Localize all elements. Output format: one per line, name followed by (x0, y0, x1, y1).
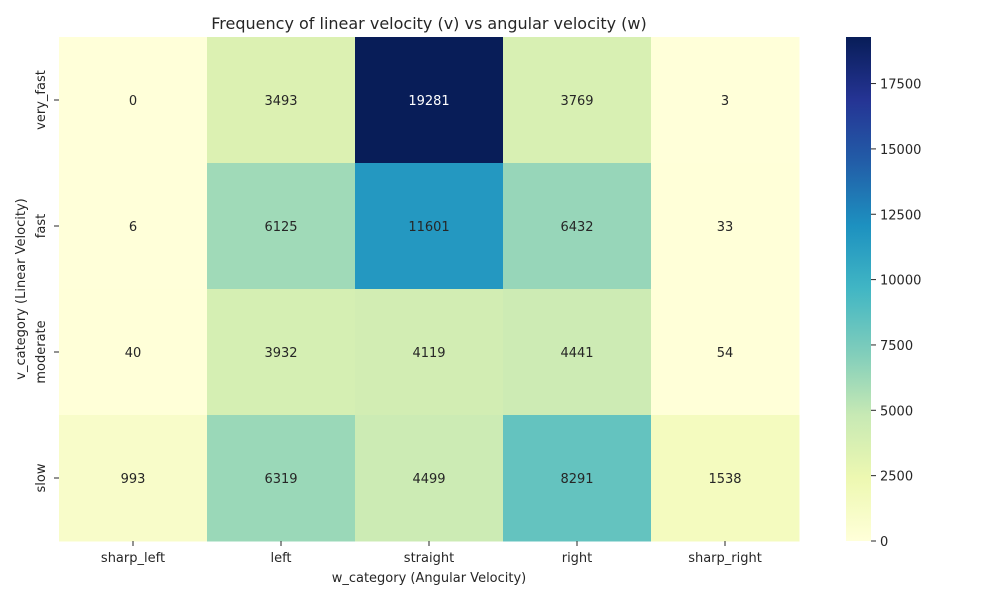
cell-value-label: 4499 (412, 472, 445, 487)
cell-value-label: 1538 (708, 472, 741, 487)
cell-value-label: 33 (717, 220, 734, 235)
cell-value-label: 40 (125, 346, 142, 361)
cell-value-label: 54 (717, 346, 734, 361)
cell-value-label: 3932 (264, 346, 297, 361)
heatmap-cell (355, 289, 504, 416)
cell-value-label: 3 (721, 94, 729, 109)
heatmap-cell (503, 163, 652, 290)
colorbar-tick-label: 17500 (880, 78, 921, 93)
colorbar-tick-label: 0 (880, 535, 888, 550)
x-axis-label: w_category (Angular Velocity) (332, 571, 527, 586)
colorbar-tick-label: 2500 (880, 470, 913, 485)
heatmap-cell (207, 163, 356, 290)
heatmap-cell-labels: 0 3493 19281 3769 3 6 6125 11601 6432 33 40 3932 411… (121, 94, 742, 487)
colorbar-tick-label: 7500 (880, 339, 913, 354)
heatmap-cell (59, 415, 208, 542)
colorbar-tick-label: 5000 (880, 404, 913, 419)
x-tick-label: left (270, 551, 291, 566)
y-axis-label: v_category (Linear Velocity) (14, 198, 29, 379)
x-tick-label: sharp_right (688, 551, 762, 566)
heatmap-cell (355, 37, 504, 164)
heatmap-cell (651, 37, 800, 164)
cell-value-label: 4441 (560, 346, 593, 361)
cell-value-label: 0 (129, 94, 137, 109)
y-tick-label: very_fast (34, 70, 49, 130)
heatmap-cell (355, 415, 504, 542)
colorbar-tick-label: 15000 (880, 143, 921, 158)
heatmap-cell (59, 37, 208, 164)
cell-value-label: 4119 (412, 346, 445, 361)
cell-value-label: 6125 (264, 220, 297, 235)
colorbar-ticks: 0 2500 5000 7500 10000 12500 15000 17500 (871, 78, 921, 550)
heatmap-cell (207, 415, 356, 542)
heatmap-cell (503, 415, 652, 542)
cell-value-label: 11601 (408, 220, 449, 235)
y-tick-label: fast (34, 214, 49, 238)
heatmap-cell (651, 163, 800, 290)
y-tick-label: slow (34, 463, 49, 492)
cell-value-label: 8291 (560, 472, 593, 487)
y-tick-label: moderate (34, 320, 49, 383)
x-axis: sharp_left left straight right sharp_right (101, 541, 762, 566)
cell-value-label: 19281 (408, 94, 449, 109)
heatmap-cell (503, 289, 652, 416)
heatmap-cell (59, 163, 208, 290)
heatmap-cell (651, 289, 800, 416)
heatmap-cell (503, 37, 652, 164)
x-tick-label: sharp_left (101, 551, 165, 566)
heatmap-cell (207, 289, 356, 416)
heatmap-cell (59, 289, 208, 416)
chart-title: Frequency of linear velocity (v) vs angu… (211, 14, 646, 33)
cell-value-label: 3769 (560, 94, 593, 109)
heatmap-cells (59, 37, 800, 542)
colorbar-tick-label: 12500 (880, 208, 921, 223)
heatmap-cell (355, 163, 504, 290)
colorbar-tick-label: 10000 (880, 274, 921, 289)
heatmap-cell (207, 37, 356, 164)
cell-value-label: 6 (129, 220, 137, 235)
x-tick-label: straight (404, 551, 454, 566)
x-tick-label: right (562, 551, 593, 566)
colorbar (846, 37, 871, 541)
cell-value-label: 3493 (264, 94, 297, 109)
cell-value-label: 993 (121, 472, 146, 487)
heatmap-cell (651, 415, 800, 542)
cell-value-label: 6319 (264, 472, 297, 487)
cell-value-label: 6432 (560, 220, 593, 235)
